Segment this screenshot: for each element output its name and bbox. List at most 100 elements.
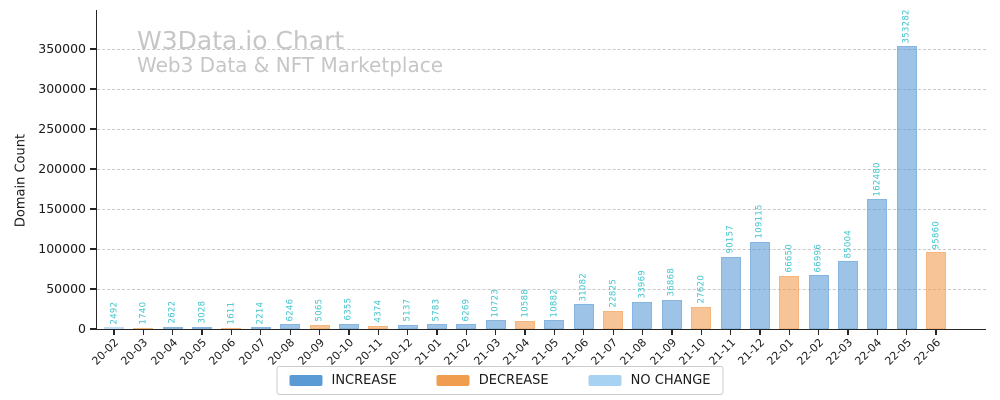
y-tick-mark (90, 128, 96, 130)
chart-subtitle: Web3 Data & NFT Marketplace (137, 53, 443, 77)
legend: INCREASE DECREASE NO CHANGE (276, 366, 724, 395)
y-tick-mark (90, 48, 96, 50)
bar-value-label: 95860 (931, 220, 942, 250)
bar-value-label: 10723 (490, 288, 501, 318)
bar-value-label: 4374 (373, 299, 384, 323)
bar (603, 310, 624, 329)
y-tick-mark (90, 248, 96, 250)
bar (867, 199, 888, 329)
x-tick-mark (847, 330, 849, 336)
bar-value-label: 66996 (813, 243, 824, 273)
y-tick-label: 250000 (38, 121, 86, 136)
bar-value-label: 85004 (843, 229, 853, 258)
x-tick-mark (553, 330, 556, 336)
bar-value-label: 3028 (197, 300, 208, 324)
gridline (97, 49, 986, 50)
y-tick-label: 300000 (38, 81, 86, 96)
bar-value-label: 10882 (549, 288, 560, 318)
x-tick-mark (729, 330, 732, 336)
x-tick-mark (700, 330, 702, 336)
plot-area: 0 50000 100000 150000 200000 250000 300000 3500… (38, 9, 986, 368)
x-tick-mark (289, 330, 291, 336)
x-tick-mark (906, 330, 908, 336)
legend-item: INCREASE (289, 373, 397, 388)
bar (573, 304, 594, 329)
legend-label: INCREASE (331, 373, 397, 388)
bar (691, 306, 712, 329)
x-tick-mark (142, 330, 145, 336)
bar (896, 46, 917, 329)
x-tick-mark (113, 330, 115, 336)
x-tick-mark (348, 330, 350, 336)
x-tick-mark (641, 330, 644, 336)
bar-value-label: 353282 (901, 9, 912, 44)
y-tick-label: 150000 (38, 201, 86, 216)
bar (779, 275, 800, 329)
bar (338, 323, 359, 329)
x-tick-mark (407, 330, 409, 336)
bar (192, 326, 213, 329)
x-tick-mark (612, 330, 614, 336)
bar (104, 327, 124, 329)
x-tick-mark (818, 330, 820, 336)
bar (280, 324, 301, 329)
bar-value-label: 1611 (226, 301, 237, 325)
bar (632, 301, 653, 329)
bar-value-label: 162480 (872, 161, 883, 197)
bar-value-label: 31082 (578, 272, 589, 302)
bar-value-label: 22825 (608, 279, 619, 308)
bar (926, 252, 947, 329)
gridline (97, 249, 986, 250)
y-tick-mark (90, 328, 96, 330)
gridline (97, 129, 986, 130)
bar (485, 320, 506, 329)
bar (720, 256, 741, 329)
chart-title: W3Data.io Chart (137, 26, 345, 55)
x-tick-mark (495, 330, 497, 336)
x-tick-mark (465, 330, 468, 336)
bar (544, 320, 565, 329)
legend-label: DECREASE (478, 373, 549, 388)
bar-value-label: 10588 (520, 288, 531, 318)
bar (221, 327, 242, 329)
bar-value-label: 6269 (461, 298, 472, 321)
legend-item: NO CHANGE (588, 373, 711, 388)
x-tick-mark (436, 330, 438, 336)
bar-value-label: 2492 (109, 301, 119, 325)
x-tick-mark (260, 330, 262, 336)
y-tick-mark (90, 288, 96, 290)
bar-value-label: 5137 (402, 299, 413, 322)
x-tick-mark (788, 330, 790, 336)
bar-value-label: 90157 (725, 225, 736, 254)
bar-value-label: 2214 (255, 301, 266, 325)
bar-value-label: 36868 (666, 267, 677, 297)
x-tick-mark (671, 330, 673, 336)
bar (661, 299, 682, 329)
bar-value-label: 5783 (431, 298, 442, 322)
x-tick-mark (172, 330, 174, 336)
legend-label: NO CHANGE (630, 373, 711, 388)
bar-value-label: 6246 (285, 298, 296, 322)
y-tick-label: 0 (78, 321, 86, 336)
bar-value-label: 33969 (637, 270, 648, 299)
bar-value-label: 66650 (784, 244, 795, 273)
bar (397, 324, 418, 329)
bar (368, 325, 389, 329)
y-tick-label: 350000 (38, 41, 86, 56)
bar (426, 324, 447, 329)
bar-value-label: 109115 (754, 204, 765, 239)
bar-value-label: 2622 (167, 301, 178, 324)
y-tick-mark (90, 168, 96, 170)
bar (808, 275, 829, 329)
x-tick-mark (377, 330, 379, 336)
legend-swatch (588, 375, 622, 386)
x-tick-mark (318, 330, 321, 336)
bar-value-label: 27620 (696, 275, 707, 304)
x-tick-mark (230, 330, 233, 336)
x-tick-mark (876, 330, 879, 336)
legend-item: DECREASE (436, 373, 549, 388)
legend-swatch (436, 375, 470, 386)
y-tick-label: 50000 (46, 281, 86, 296)
bar (133, 327, 154, 329)
